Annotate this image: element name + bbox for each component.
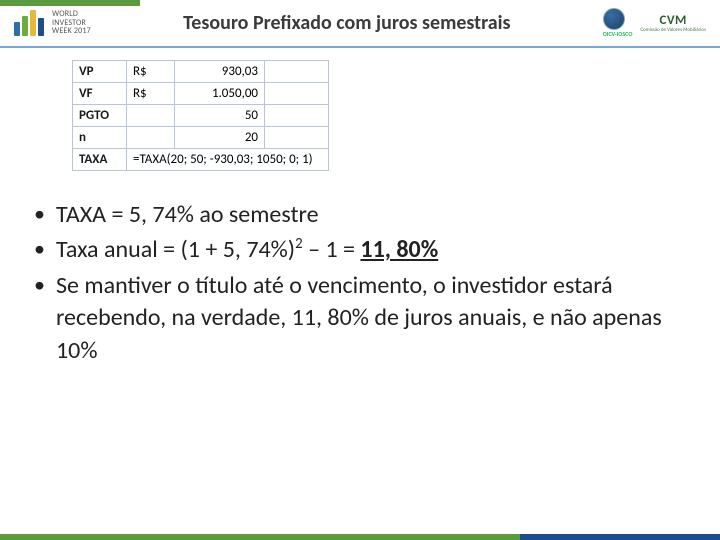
logo-bar-icon <box>38 18 44 36</box>
superscript: 2 <box>295 234 303 252</box>
table-row: VF R$ 1.050,00 <box>73 83 329 105</box>
cell-empty <box>265 105 329 127</box>
table-row: PGTO 50 <box>73 105 329 127</box>
cell-empty <box>265 61 329 83</box>
cvm-subtext: Comissão de Valores Mobiliários <box>640 28 706 33</box>
cell-value: 1.050,00 <box>175 83 265 105</box>
bullet-item: TAXA = 5, 74% ao semestre <box>32 199 672 231</box>
logo-iosco: OICV-IOSCO <box>603 8 633 38</box>
cell-label: VF <box>73 83 127 105</box>
cell-currency: R$ <box>127 61 175 83</box>
cell-currency <box>127 105 175 127</box>
bullet-text: Se mantiver o título até o vencimento, o… <box>56 271 662 365</box>
logo-wiw-text: WORLD INVESTOR WEEK 2017 <box>52 10 91 35</box>
slide-title: Tesouro Prefixado com juros semestrais <box>91 11 603 35</box>
bullet-list: TAXA = 5, 74% ao semestre Taxa anual = (… <box>32 199 672 367</box>
cell-value: 20 <box>175 127 265 149</box>
logo-right-group: OICV-IOSCO CVM Comissão de Valores Mobil… <box>603 8 706 38</box>
bullet-text: – 1 = <box>303 235 361 264</box>
cell-label: VP <box>73 61 127 83</box>
table-row: VP R$ 930,03 <box>73 61 329 83</box>
globe-icon <box>603 8 625 30</box>
table-row: n 20 <box>73 127 329 149</box>
cvm-logo-text: CVM <box>640 13 706 28</box>
bullet-item: Se mantiver o título até o vencimento, o… <box>32 270 672 367</box>
footer-bar <box>0 534 720 540</box>
bullet-text: Taxa anual = (1 + 5, 74%) <box>56 235 295 264</box>
slide-content: VP R$ 930,03 VF R$ 1.050,00 PGTO 50 n 20… <box>0 48 720 367</box>
logo-bar-icon <box>30 10 36 36</box>
cell-label: n <box>73 127 127 149</box>
logo-cvm: CVM Comissão de Valores Mobiliários <box>640 13 706 33</box>
cell-label: TAXA <box>73 149 127 171</box>
logo-wiw-bars <box>14 10 44 36</box>
cell-formula: =TAXA(20; 50; -930,03; 1050; 0; 1) <box>127 149 329 171</box>
cell-empty <box>265 127 329 149</box>
bullet-text-emphasis: 11, 80% <box>360 235 438 264</box>
iosco-label: OICV-IOSCO <box>603 30 633 38</box>
logo-bar-icon <box>14 22 20 36</box>
bullet-item: Taxa anual = (1 + 5, 74%)2 – 1 = 11, 80% <box>32 234 672 266</box>
cell-empty <box>265 83 329 105</box>
cell-currency <box>127 127 175 149</box>
cell-value: 930,03 <box>175 61 265 83</box>
slide-header: WORLD INVESTOR WEEK 2017 Tesouro Prefixa… <box>0 0 720 48</box>
logo-bar-icon <box>22 16 28 36</box>
logo-wiw: WORLD INVESTOR WEEK 2017 <box>14 10 91 36</box>
cell-value: 50 <box>175 105 265 127</box>
spreadsheet-table: VP R$ 930,03 VF R$ 1.050,00 PGTO 50 n 20… <box>72 60 329 171</box>
bullet-text: TAXA = 5, 74% ao semestre <box>56 200 319 229</box>
table-row-formula: TAXA =TAXA(20; 50; -930,03; 1050; 0; 1) <box>73 149 329 171</box>
cell-label: PGTO <box>73 105 127 127</box>
cell-currency: R$ <box>127 83 175 105</box>
